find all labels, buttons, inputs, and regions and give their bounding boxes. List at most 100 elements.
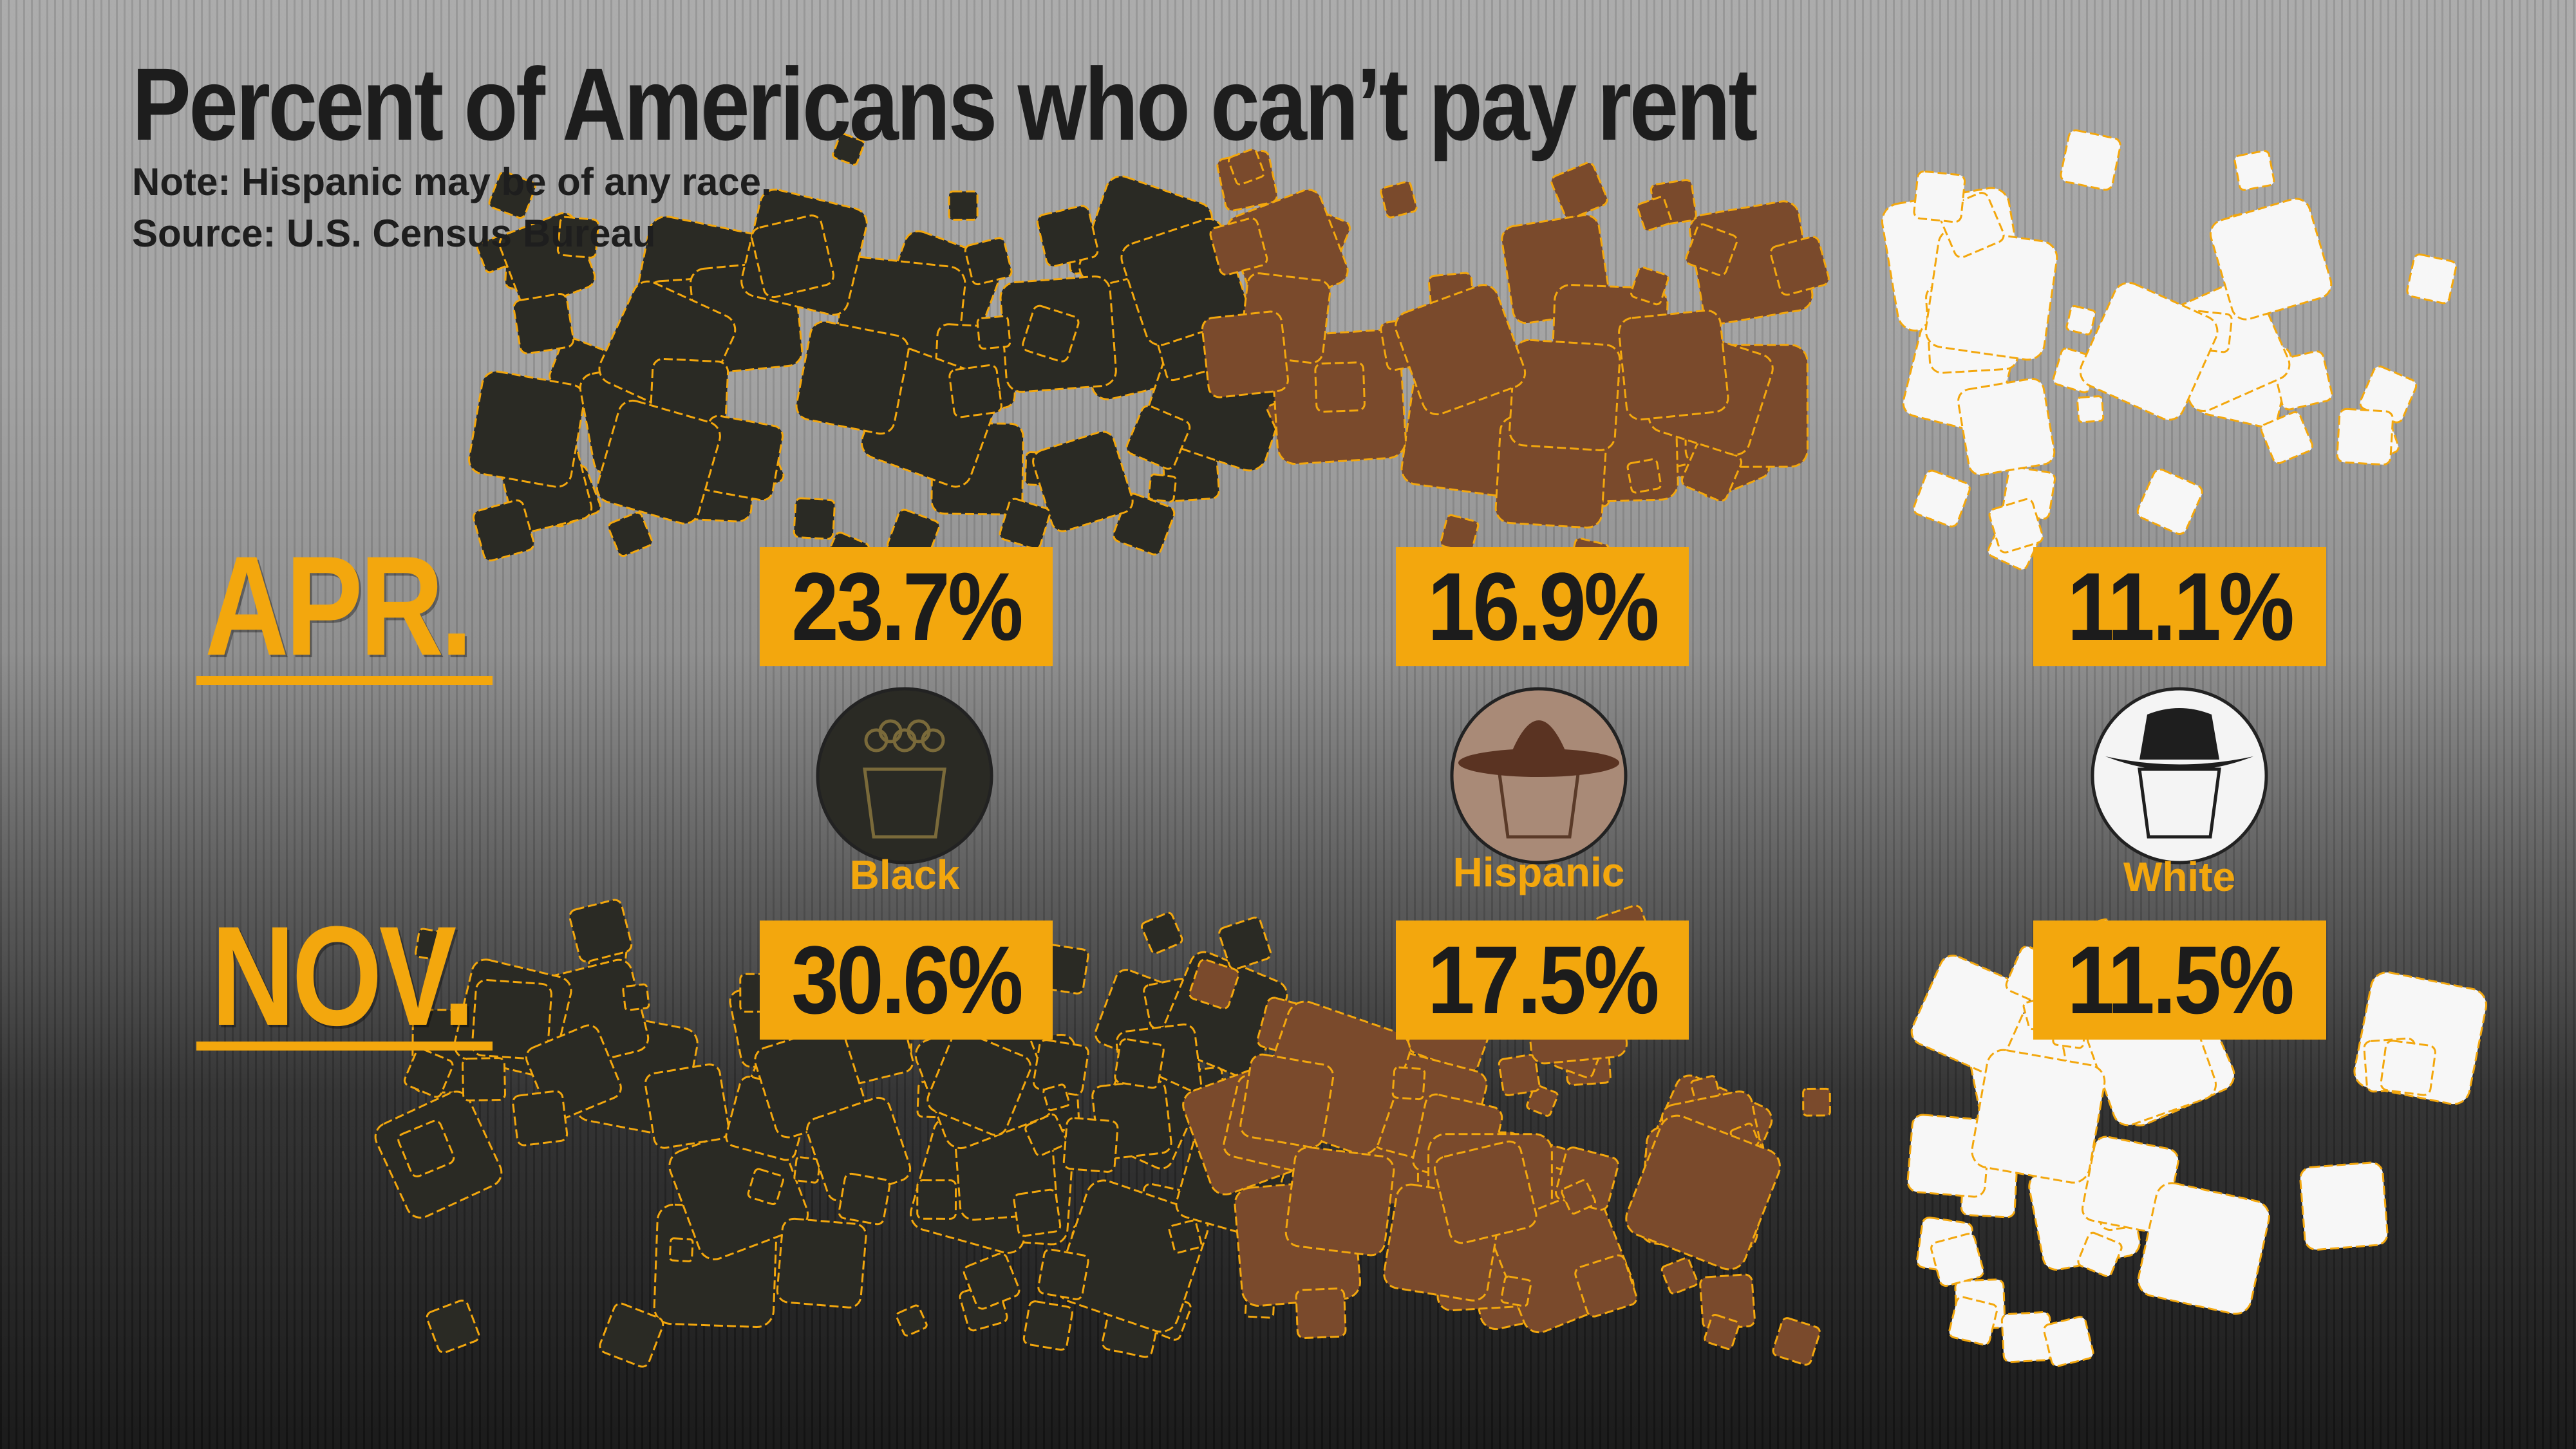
cluster-square-nov-black bbox=[1013, 1188, 1062, 1237]
cluster-square-apr-white bbox=[1924, 227, 2058, 361]
value-box-apr-white: 11.1% bbox=[2033, 547, 2326, 666]
cluster-square-nov-hispanic bbox=[1189, 958, 1240, 1010]
chart-title: Percent of Americans who can’t pay rent bbox=[132, 46, 1758, 162]
cluster-square-apr-hispanic bbox=[1395, 284, 1527, 416]
black-person-icon bbox=[816, 687, 993, 865]
cluster-square-nov-white bbox=[2043, 1316, 2094, 1367]
cluster-square-nov-white bbox=[1948, 1296, 1998, 1346]
value-box-nov-white: 11.5% bbox=[2033, 921, 2326, 1040]
cluster-square-nov-white bbox=[2380, 1040, 2436, 1096]
cluster-square-nov-hispanic bbox=[1574, 1254, 1638, 1318]
cluster-square-nov-black bbox=[426, 1299, 480, 1354]
cluster-square-apr-white bbox=[2209, 198, 2333, 321]
cluster-square-apr-white bbox=[2076, 395, 2105, 424]
cluster-square-nov-black bbox=[403, 1047, 454, 1098]
cluster-square-nov-black bbox=[415, 928, 448, 962]
cluster-square-nov-black bbox=[1218, 917, 1272, 970]
cluster-square-nov-white bbox=[2000, 1311, 2053, 1363]
cluster-square-nov-black bbox=[1037, 1248, 1089, 1300]
month-label-nov: NOV. bbox=[211, 897, 475, 1055]
cluster-square-apr-black bbox=[948, 364, 1002, 418]
month-rule-apr bbox=[196, 676, 493, 685]
value-label-apr-black: 23.7% bbox=[791, 552, 1023, 660]
value-label-nov-hispanic: 17.5% bbox=[1427, 926, 1659, 1034]
cluster-square-apr-black bbox=[468, 370, 586, 488]
cluster-square-apr-white bbox=[2136, 468, 2203, 535]
cluster-square-nov-black bbox=[916, 1179, 957, 1220]
value-box-apr-black: 23.7% bbox=[760, 547, 1053, 666]
cluster-square-apr-black bbox=[607, 511, 653, 557]
cluster-square-nov-black bbox=[1114, 1038, 1165, 1089]
value-label-apr-hispanic: 16.9% bbox=[1427, 552, 1659, 660]
value-box-nov-black: 30.6% bbox=[760, 921, 1053, 1040]
chart-note: Note: Hispanic may be of any race. bbox=[132, 160, 772, 203]
cluster-square-apr-black bbox=[488, 171, 536, 219]
cluster-square-apr-hispanic bbox=[1509, 339, 1621, 451]
cluster-square-nov-hispanic bbox=[1561, 1179, 1596, 1215]
cluster-square-nov-hispanic bbox=[1660, 1257, 1698, 1295]
cluster-square-apr-black bbox=[795, 321, 910, 435]
cluster-square-nov-hispanic bbox=[1704, 1314, 1740, 1351]
chart-source: Source: U.S. Census Bureau bbox=[132, 212, 656, 255]
group-label-white: White bbox=[2123, 854, 2236, 900]
hispanic-person-sombrero-icon bbox=[1450, 687, 1628, 865]
cluster-square-apr-black bbox=[556, 216, 599, 259]
cluster-square-nov-black bbox=[1168, 1219, 1203, 1254]
cluster-square-apr-hispanic bbox=[1769, 236, 1830, 296]
group-label-hispanic: Hispanic bbox=[1453, 849, 1625, 895]
cluster-square-apr-hispanic bbox=[1637, 196, 1672, 232]
cluster-square-nov-black bbox=[963, 1252, 1020, 1310]
cluster-square-apr-white bbox=[1957, 377, 2056, 476]
cluster-square-nov-black bbox=[622, 983, 650, 1011]
cluster-square-apr-white bbox=[2359, 365, 2418, 424]
cluster-square-nov-white bbox=[2077, 1231, 2123, 1277]
cluster-square-apr-white bbox=[1988, 498, 2044, 554]
cluster-square-apr-black bbox=[1125, 405, 1191, 470]
cluster-square-apr-hispanic bbox=[1314, 361, 1366, 413]
white-person-fedora-icon bbox=[2091, 687, 2268, 865]
cluster-square-apr-black bbox=[512, 293, 575, 355]
cluster-square-apr-black bbox=[832, 133, 865, 166]
cluster-square-nov-black bbox=[895, 1304, 928, 1337]
cluster-square-apr-black bbox=[964, 237, 1013, 286]
cluster-square-nov-black bbox=[776, 1217, 867, 1309]
cluster-square-nov-black bbox=[569, 899, 633, 963]
cluster-square-nov-black bbox=[668, 1237, 694, 1262]
cluster-square-nov-black bbox=[1022, 1300, 1073, 1351]
cluster-square-nov-hispanic bbox=[1433, 1140, 1537, 1244]
cluster-square-apr-black bbox=[1147, 473, 1177, 503]
cluster-square-nov-hispanic bbox=[1295, 1287, 1347, 1340]
cluster-square-apr-hispanic bbox=[1227, 148, 1265, 186]
cluster-square-nov-black bbox=[599, 1302, 664, 1368]
cluster-square-apr-white bbox=[2060, 129, 2121, 191]
cluster-square-nov-white bbox=[1906, 1114, 1991, 1198]
cluster-square-apr-black bbox=[948, 190, 979, 221]
value-label-apr-white: 11.1% bbox=[2067, 552, 2295, 660]
cluster-square-apr-white bbox=[2336, 407, 2394, 466]
cluster-square-nov-black bbox=[1042, 1083, 1071, 1112]
cluster-square-apr-white bbox=[2233, 149, 2275, 191]
month-rule-nov bbox=[196, 1042, 493, 1051]
cluster-square-nov-white bbox=[1930, 1233, 1984, 1287]
cluster-square-apr-black bbox=[976, 315, 1011, 350]
cluster-square-nov-white bbox=[1971, 1049, 2106, 1184]
cluster-square-apr-hispanic bbox=[1209, 217, 1268, 276]
cluster-square-apr-white bbox=[1913, 469, 1971, 528]
cluster-square-apr-white bbox=[2260, 411, 2313, 464]
cluster-square-apr-black bbox=[473, 499, 535, 562]
cluster-square-nov-hispanic bbox=[1625, 1114, 1781, 1271]
cluster-square-apr-white bbox=[2079, 281, 2219, 421]
cluster-square-apr-black bbox=[1022, 304, 1080, 363]
cluster-square-apr-black bbox=[1032, 431, 1134, 532]
cluster-square-apr-white bbox=[1913, 170, 1966, 223]
value-box-nov-hispanic: 17.5% bbox=[1396, 921, 1689, 1040]
cluster-square-nov-black bbox=[512, 1090, 569, 1146]
cluster-square-apr-black bbox=[751, 214, 834, 299]
group-label-black: Black bbox=[849, 852, 960, 898]
cluster-square-nov-black bbox=[471, 979, 552, 1060]
cluster-square-nov-black bbox=[926, 1031, 1032, 1136]
cluster-square-nov-white bbox=[2299, 1161, 2389, 1251]
cluster-square-apr-hispanic bbox=[1626, 458, 1662, 494]
